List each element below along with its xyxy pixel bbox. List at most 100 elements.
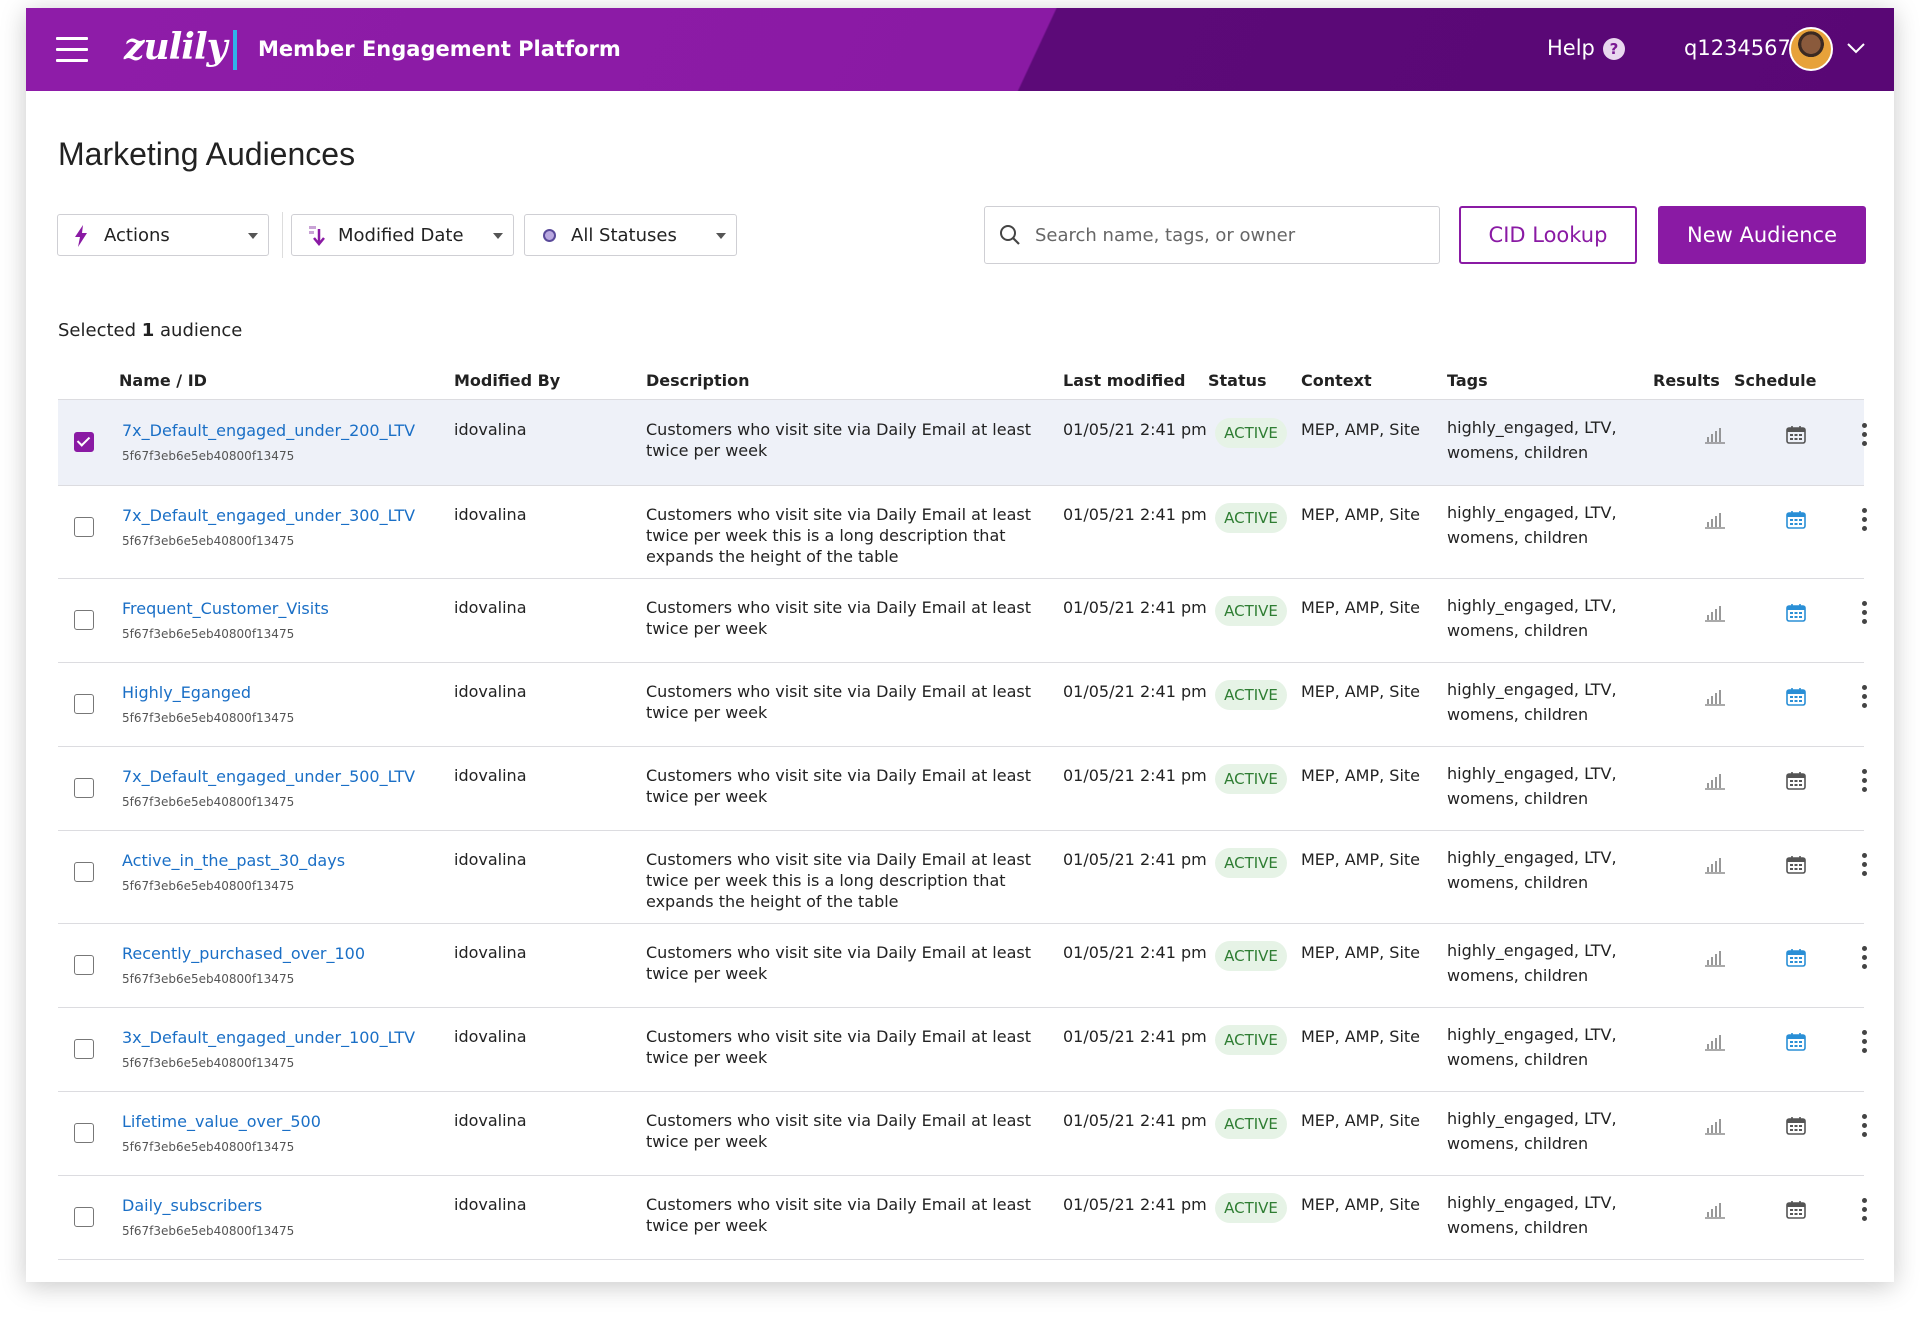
audience-name-link[interactable]: 7x_Default_engaged_under_300_LTV — [122, 506, 416, 525]
table-row[interactable]: Highly_Eganged 5f67f3eb6e5eb40800f13475 id… — [58, 662, 1867, 746]
last-modified: 01/05/21 2:41 pm — [1063, 1195, 1207, 1214]
kebab-menu-icon[interactable] — [1862, 601, 1868, 625]
search-input[interactable] — [1035, 207, 1431, 263]
hamburger-menu-icon[interactable] — [56, 37, 88, 63]
audience-name-link[interactable]: Frequent_Customer_Visits — [122, 599, 329, 618]
bar-chart-icon[interactable] — [1704, 426, 1726, 448]
selection-prefix: Selected — [58, 320, 142, 341]
table-row[interactable]: Daily_subscribers 5f67f3eb6e5eb40800f1347… — [58, 1175, 1867, 1259]
calendar-icon[interactable] — [1786, 687, 1806, 710]
table-row[interactable]: Lifetime_value_over_500 5f67f3eb6e5eb4080… — [58, 1091, 1867, 1175]
status-filter-dropdown[interactable]: All Statuses — [524, 214, 737, 256]
bar-chart-icon[interactable] — [1704, 1033, 1726, 1055]
calendar-icon[interactable] — [1786, 771, 1806, 794]
row-checkbox[interactable] — [74, 778, 94, 798]
table-row-divider — [58, 399, 1864, 400]
modified-by: idovalina — [454, 1027, 527, 1046]
row-checkbox[interactable] — [74, 610, 94, 630]
table-row[interactable]: Active_in_the_past_30_days 5f67f3eb6e5eb4… — [58, 830, 1867, 923]
row-checkbox[interactable] — [74, 1123, 94, 1143]
kebab-menu-icon[interactable] — [1862, 508, 1868, 532]
row-checkbox[interactable] — [74, 517, 94, 537]
modified-by: idovalina — [454, 598, 527, 617]
calendar-icon[interactable] — [1786, 425, 1806, 448]
kebab-menu-icon[interactable] — [1862, 1198, 1868, 1222]
app-title: Member Engagement Platform — [258, 37, 621, 61]
audience-name-link[interactable]: Recently_purchased_over_100 — [122, 944, 366, 963]
kebab-menu-icon[interactable] — [1862, 685, 1868, 709]
column-header-description[interactable]: Description — [646, 371, 750, 390]
column-header-tags[interactable]: Tags — [1447, 371, 1488, 390]
row-checkbox[interactable] — [74, 694, 94, 714]
audience-name-link[interactable]: Daily_subscribers — [122, 1196, 263, 1215]
kebab-menu-icon[interactable] — [1862, 1030, 1868, 1054]
row-checkbox[interactable] — [74, 862, 94, 882]
row-checkbox[interactable] — [74, 1207, 94, 1227]
row-checkbox[interactable] — [74, 1039, 94, 1059]
audience-name-link[interactable]: 3x_Default_engaged_under_100_LTV — [122, 1028, 416, 1047]
context: MEP, AMP, Site — [1301, 766, 1421, 785]
actions-dropdown[interactable]: Actions — [57, 214, 269, 256]
new-audience-button[interactable]: New Audience — [1658, 206, 1866, 264]
column-header-context[interactable]: Context — [1301, 371, 1372, 390]
kebab-menu-icon[interactable] — [1862, 853, 1868, 877]
audience-name-link[interactable]: Lifetime_value_over_500 — [122, 1112, 321, 1131]
cid-lookup-button[interactable]: CID Lookup — [1459, 206, 1637, 264]
row-checkbox[interactable] — [74, 955, 94, 975]
table-row[interactable]: 7x_Default_engaged_under_500_LTV 5f67f3eb… — [58, 746, 1867, 830]
audience-name-link[interactable]: 7x_Default_engaged_under_200_LTV — [122, 421, 416, 440]
calendar-icon[interactable] — [1786, 603, 1806, 626]
table-row[interactable]: Frequent_Customer_Visits 5f67f3eb6e5eb408… — [58, 578, 1867, 662]
audience-name-link[interactable]: Highly_Eganged — [122, 683, 252, 702]
calendar-icon[interactable] — [1786, 1032, 1806, 1055]
sort-descending-icon — [309, 226, 325, 246]
bar-chart-icon[interactable] — [1704, 772, 1726, 794]
calendar-icon[interactable] — [1786, 948, 1806, 971]
bar-chart-icon[interactable] — [1704, 688, 1726, 710]
bar-chart-icon[interactable] — [1704, 1201, 1726, 1223]
audience-name-link[interactable]: 7x_Default_engaged_under_500_LTV — [122, 767, 416, 786]
zulily-logo[interactable]: zulily — [124, 26, 228, 68]
chevron-down-icon[interactable] — [1846, 38, 1866, 58]
modified-by: idovalina — [454, 943, 527, 962]
user-avatar[interactable] — [1789, 27, 1833, 71]
column-header-schedule[interactable]: Schedule — [1734, 371, 1817, 390]
kebab-menu-icon[interactable] — [1862, 423, 1868, 447]
calendar-icon[interactable] — [1786, 855, 1806, 878]
audience-id: 5f67f3eb6e5eb40800f13475 — [122, 449, 295, 463]
help-link[interactable]: Help — [1547, 36, 1595, 60]
bar-chart-icon[interactable] — [1704, 604, 1726, 626]
help-question-icon[interactable]: ? — [1603, 38, 1625, 60]
calendar-icon[interactable] — [1786, 1200, 1806, 1223]
column-header-results[interactable]: Results — [1653, 371, 1720, 390]
row-checkbox[interactable] — [74, 432, 94, 452]
bar-chart-icon[interactable] — [1704, 1117, 1726, 1139]
context: MEP, AMP, Site — [1301, 682, 1421, 701]
column-header-status[interactable]: Status — [1208, 371, 1267, 390]
modified-date-dropdown[interactable]: Modified Date — [291, 214, 514, 256]
search-box[interactable] — [984, 206, 1440, 264]
table-row[interactable]: 3x_Default_engaged_under_100_LTV 5f67f3eb… — [58, 1007, 1867, 1091]
bar-chart-icon[interactable] — [1704, 949, 1726, 971]
table-row[interactable]: 7x_Default_engaged_under_200_LTV 5f67f3eb… — [58, 400, 1867, 485]
column-header-modified-by[interactable]: Modified By — [454, 371, 561, 390]
status-badge: ACTIVE — [1215, 1025, 1287, 1055]
kebab-menu-icon[interactable] — [1862, 1114, 1868, 1138]
bar-chart-icon[interactable] — [1704, 511, 1726, 533]
caret-down-icon — [248, 233, 258, 239]
audience-name-link[interactable]: Active_in_the_past_30_days — [122, 851, 346, 870]
bar-chart-icon[interactable] — [1704, 856, 1726, 878]
table-row[interactable]: Recently_purchased_over_100 5f67f3eb6e5eb… — [58, 923, 1867, 1007]
table-row[interactable]: 7x_Default_engaged_under_300_LTV 5f67f3eb… — [58, 485, 1867, 578]
calendar-icon[interactable] — [1786, 510, 1806, 533]
context: MEP, AMP, Site — [1301, 505, 1421, 524]
kebab-menu-icon[interactable] — [1862, 946, 1868, 970]
tags: highly_engaged, LTV, womens, children — [1447, 1025, 1617, 1069]
calendar-icon[interactable] — [1786, 1116, 1806, 1139]
description: Customers who visit site via Daily Email… — [646, 1111, 1031, 1151]
column-header-last-modified[interactable]: Last modified — [1063, 371, 1186, 390]
user-id[interactable]: q1234567 — [1684, 36, 1791, 60]
description: Customers who visit site via Daily Email… — [646, 1195, 1031, 1235]
column-header-name[interactable]: Name / ID — [119, 371, 207, 390]
kebab-menu-icon[interactable] — [1862, 769, 1868, 793]
